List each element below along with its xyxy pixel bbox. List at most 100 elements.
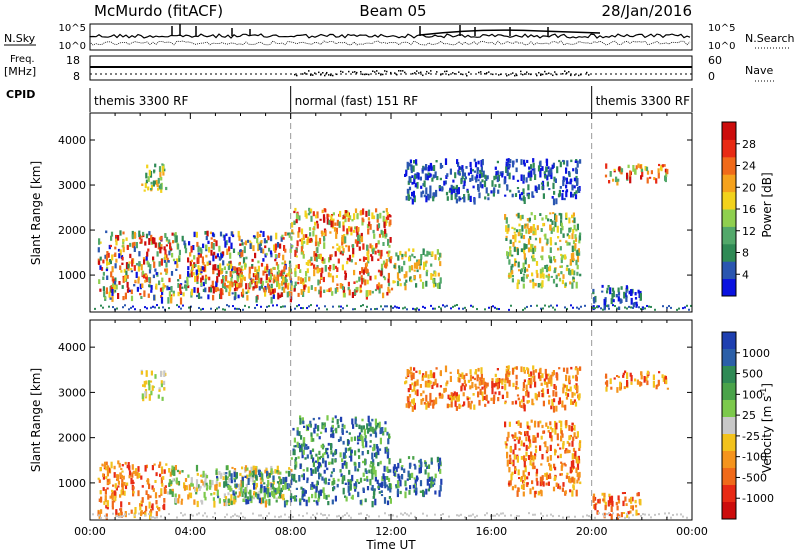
velocity-cell [270,490,273,496]
velocity-cell [493,394,496,401]
power-cell [387,250,390,257]
velocity-cell [340,416,343,423]
velocity-cell [341,479,344,485]
power-cell [264,289,267,297]
power-cell [624,306,626,309]
velocity-cell [381,427,384,433]
velocity-cell [264,469,267,474]
power-cell [419,279,422,282]
velocity-cell [532,462,535,466]
power-cell [409,196,412,200]
power-cell [423,194,426,198]
velocity-cell [405,403,408,408]
power-cell [409,159,412,164]
power-cell [422,249,425,252]
power-cell [384,228,387,234]
power-cell [114,281,117,286]
power-cell [301,250,305,255]
velocity-cell [327,442,330,446]
power-cell [336,247,339,251]
velocity-cell [433,478,436,482]
power-cell [541,271,544,278]
power-cell [245,256,248,260]
velocity-cell [523,404,526,412]
power-cell [408,186,412,191]
velocity-cell [168,513,170,516]
velocity-cell [626,512,628,515]
velocity-cell [517,420,520,426]
power-cell [454,187,457,190]
power-cell [526,223,529,229]
power-cell [432,283,436,288]
velocity-cell [446,403,449,409]
velocity-cell [518,431,521,434]
power-cell [220,292,223,300]
velocity-cell [243,496,246,501]
velocity-cell [522,481,526,484]
velocity-cell [427,374,430,379]
velocity-cell [158,464,161,468]
power-cell [425,164,428,171]
velocity-cell [617,495,620,501]
velocity-cell [645,376,648,381]
velocity-cell [477,391,480,398]
velocity-cell [411,399,414,404]
velocity-cell [132,491,135,494]
velocity-cell [124,485,128,490]
power-colorbar-tick-label: 28 [742,138,756,151]
power-cell [147,248,150,252]
power-cell [564,306,566,309]
power-cell [319,218,322,221]
power-cell [150,184,153,190]
velocity-cell [213,500,216,508]
velocity-cell [577,394,580,399]
power-cell [163,168,166,172]
velocity-cell [235,472,238,479]
power-cell [109,244,112,248]
power-cell [221,293,224,296]
power-cell [554,308,556,311]
velocity-cell [336,483,339,488]
power-cell [442,304,444,307]
power-cell [300,237,304,245]
velocity-cell [172,478,175,482]
velocity-cell [598,498,601,504]
power-cell [563,197,566,201]
power-cell [475,178,478,183]
power-cell [569,227,572,230]
velocity-cell [359,477,363,483]
velocity-cell [318,417,321,420]
power-cell [175,268,178,271]
velocity-cell [303,425,306,428]
power-cell [240,251,243,258]
power-cell [177,279,180,282]
velocity-cell [160,515,162,518]
power-cell [122,306,124,309]
velocity-cell [542,481,545,487]
velocity-cell [204,473,207,480]
power-cell [246,295,249,301]
velocity-cell [313,427,316,433]
velocity-cell [371,418,374,422]
velocity-cell [240,512,242,515]
power-cell [635,165,638,170]
power-cell [464,176,467,180]
velocity-colorbar-swatch [722,417,736,435]
nave-dot [332,74,334,77]
power-cell [434,307,436,310]
power-cell [274,254,277,258]
nave-dot [552,74,554,77]
power-cell [110,231,114,237]
power-cell [515,167,518,173]
power-cell [531,168,534,171]
power-cell [383,277,387,281]
power-cell [526,268,529,272]
velocity-cell [209,479,212,485]
power-cell [470,304,472,307]
velocity-cell [642,513,644,516]
velocity-cell [654,513,656,516]
velocity-cell [376,479,379,484]
velocity-cell [232,490,235,496]
power-cell [330,214,334,217]
power-cell [112,278,115,284]
